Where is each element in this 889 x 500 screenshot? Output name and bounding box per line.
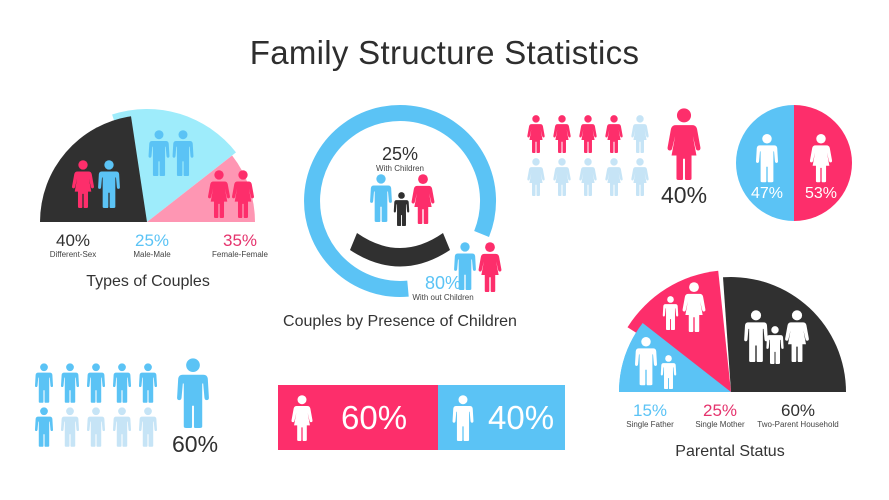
with-children-label: 25% With Children [375,144,424,173]
donut-arc-without-children [304,104,496,297]
segment-female-female [147,155,256,222]
legend-single-father: 15% Single Father [626,401,674,429]
donut-inner-arc-with-children [350,233,450,267]
male-icon-row-1 [35,363,157,403]
segment-two-parent-household [723,277,846,392]
male-icon-row-2 [35,407,157,447]
presence-of-children-title: Couples by Presence of Children [283,313,517,330]
parental-status-title: Parental Status [675,443,785,460]
female-icon-large [667,108,701,180]
female-icon [291,394,313,441]
segment-single-mother [627,270,731,392]
presence-of-children-chart: 25% With Children 80% With out Children [260,90,560,340]
bar-segment-female: 60% [278,385,438,450]
male-icon-large [177,358,209,428]
legend-female-female: 35% Female-Female [211,231,268,259]
male-icon [452,394,474,441]
parental-status-semicircle [618,270,846,392]
legend-two-parent-household: 60% Two-Parent Household [757,401,839,429]
female-pct: 53% [804,185,838,202]
bar-female-pct: 60% [341,398,408,436]
types-of-couples-title: Types of Couples [86,273,210,290]
legend-single-mother: 25% Single Mother [695,401,745,429]
male-pct: 47% [750,185,784,202]
legend-different-sex: 40% Different-Sex [49,231,97,259]
female-pictogram: 40% [525,108,725,210]
legend-male-male: 25% Male-Male [133,231,171,259]
parental-status-chart: 15% Single Father 25% Single Mother 60% … [590,260,889,500]
female-icon-row-2 [527,158,649,196]
presence-donut [304,104,502,297]
female-icon-row-1 [527,115,649,153]
bar-male-pct: 40% [488,398,555,436]
segment-male-male [112,108,236,222]
gender-circle-pie [736,105,852,221]
family-icon [370,174,435,226]
gender-bar: 60% 40% [278,385,565,450]
male-pictogram-pct: 60% [172,431,219,457]
segment-different-sex [40,116,147,222]
gender-circle: 47% 53% [736,105,852,221]
types-of-couples-semicircle [40,108,256,222]
female-pictogram-pct: 40% [661,182,708,208]
page-title: Family Structure Statistics [249,34,640,71]
male-pictogram: 60% [32,358,232,463]
types-of-couples-chart: 40% Different-Sex 25% Male-Male 35% Fema… [0,0,300,300]
bar-segment-male: 40% [438,385,565,450]
without-children-label: 80% With out Children [412,273,474,302]
